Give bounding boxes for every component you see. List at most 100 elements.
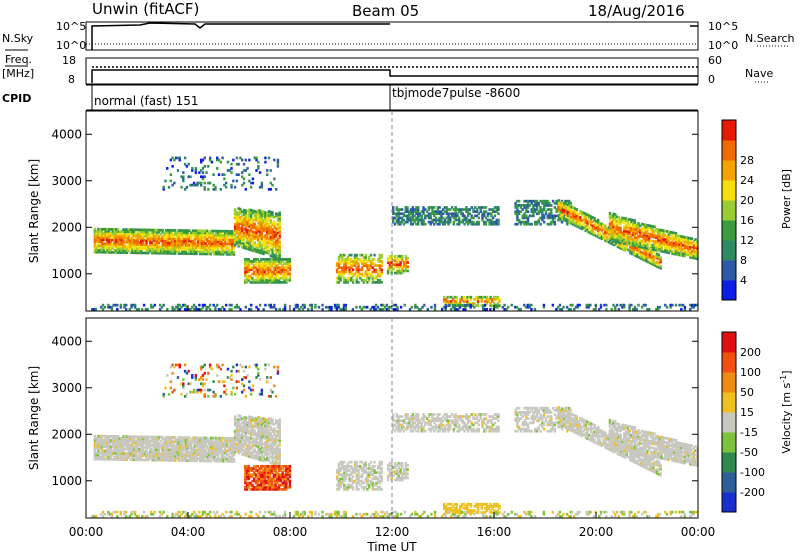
power-cell	[539, 206, 542, 209]
power-cell	[177, 247, 180, 251]
power-cell	[266, 236, 269, 240]
power-cell	[425, 210, 429, 213]
power-cell	[177, 252, 180, 255]
power-cell	[671, 245, 674, 249]
power-cell	[163, 245, 166, 249]
power-cell	[646, 246, 649, 250]
power-cell	[559, 202, 562, 205]
power-cell	[278, 219, 281, 223]
power-cell	[434, 212, 438, 216]
power-cell	[274, 229, 278, 232]
power-cell	[658, 305, 662, 309]
power-cell	[247, 278, 251, 282]
velocity-cell	[109, 439, 113, 442]
power-cell	[125, 240, 129, 244]
power-cell	[530, 214, 533, 218]
power-cell	[615, 234, 619, 238]
power-cell	[260, 281, 263, 284]
power-cell	[202, 235, 205, 239]
velocity-cell	[166, 444, 170, 448]
power-cell	[131, 228, 134, 232]
power-cell	[382, 307, 385, 311]
power-cell	[161, 249, 164, 253]
velocity-cell	[131, 441, 134, 445]
power-cell	[652, 254, 655, 258]
velocity-cell	[235, 426, 239, 429]
power-cell	[249, 215, 253, 218]
power-cell	[562, 214, 565, 218]
power-cell	[582, 215, 586, 219]
power-cell	[659, 260, 662, 264]
power-cell	[526, 199, 530, 203]
velocity-cell	[225, 441, 229, 444]
power-cell	[256, 264, 259, 267]
power-cell	[337, 305, 340, 309]
power-cell	[245, 260, 249, 263]
power-cell	[220, 229, 223, 233]
power-cell	[99, 240, 102, 244]
power-cell	[272, 260, 276, 263]
power-cell	[127, 232, 130, 236]
power-cell	[350, 270, 353, 274]
power-cell	[261, 276, 265, 280]
power-cell	[619, 218, 622, 222]
power-cell	[274, 239, 278, 243]
power-cell	[235, 225, 239, 229]
power-cell	[621, 218, 624, 222]
velocity-cell	[204, 451, 207, 454]
power-cell	[567, 210, 571, 213]
power-cell	[519, 220, 523, 224]
power-cell	[416, 218, 420, 222]
velocity-cell	[222, 443, 225, 446]
power-cell	[576, 305, 580, 309]
power-cell	[678, 243, 681, 246]
power-cell	[229, 234, 232, 237]
power-cell	[235, 156, 239, 160]
power-cell	[125, 249, 129, 252]
power-cell	[436, 222, 440, 226]
power-cell	[335, 270, 339, 274]
power-cell	[173, 158, 176, 162]
power-cell	[650, 256, 653, 259]
power-cell	[237, 213, 240, 217]
power-cell	[343, 266, 346, 270]
velocity-cell	[111, 441, 114, 445]
power-cell	[629, 245, 632, 249]
power-cell	[438, 218, 441, 222]
power-cell	[186, 248, 189, 251]
power-cell	[239, 207, 242, 211]
power-cell	[273, 224, 276, 228]
power-cell	[266, 243, 269, 246]
power-cell	[97, 244, 100, 248]
power-cell	[535, 222, 539, 226]
power-cell	[141, 251, 145, 255]
power-cell	[683, 252, 687, 256]
power-cell	[440, 220, 443, 224]
power-cell	[182, 237, 186, 241]
velocity-cell	[193, 455, 196, 458]
velocity-cell	[107, 441, 111, 444]
power-cell	[254, 281, 258, 284]
power-cell	[692, 248, 696, 251]
power-cell	[467, 295, 471, 299]
power-cell	[617, 222, 621, 225]
power-cell	[263, 260, 267, 263]
power-cell	[178, 307, 181, 311]
power-cell	[276, 237, 280, 241]
velocity-cell	[239, 418, 242, 422]
power-cell	[574, 305, 578, 309]
power-cell	[397, 222, 400, 226]
power-cell	[120, 238, 123, 242]
power-cell	[278, 230, 281, 233]
power-cell	[215, 244, 218, 248]
power-cell	[481, 216, 484, 220]
power-cell	[95, 250, 98, 254]
power-cell	[283, 274, 286, 278]
power-cell	[665, 234, 669, 237]
velocity-cell	[255, 453, 258, 456]
power-cell	[655, 240, 658, 244]
power-cell	[544, 199, 548, 203]
power-cell	[667, 243, 671, 246]
power-cell	[230, 167, 233, 170]
power-cell	[175, 235, 179, 239]
